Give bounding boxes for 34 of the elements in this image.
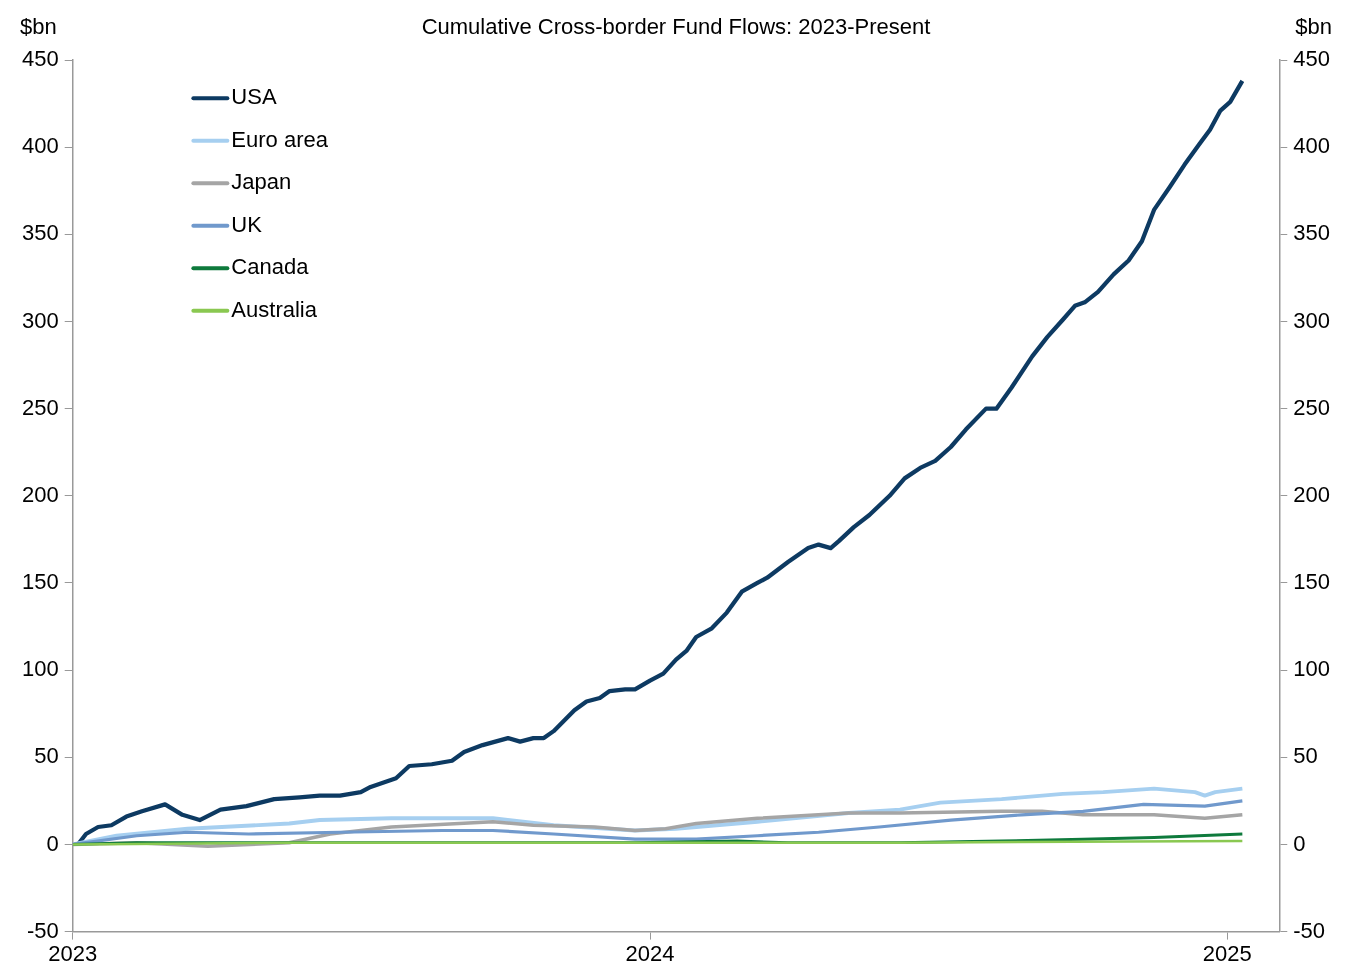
y-tick-label: 300 xyxy=(21,307,59,333)
legend-label: USA xyxy=(231,84,277,110)
y2-tick-label: 400 xyxy=(1293,133,1331,159)
chart-title: Cumulative Cross-border Fund Flows: 2023-Present xyxy=(421,14,931,40)
y2-tick-label: 300 xyxy=(1293,307,1331,333)
y2-axis-title: $bn xyxy=(1295,14,1332,40)
legend-label: Euro area xyxy=(231,126,329,152)
y2-tick-label: 450 xyxy=(1293,46,1331,72)
x-tick-label: 2023 xyxy=(48,940,98,966)
y-tick-label: 400 xyxy=(21,133,59,159)
y-tick-label: 100 xyxy=(21,656,59,682)
y2-tick-label: 100 xyxy=(1293,656,1331,682)
x-tick-label: 2024 xyxy=(625,940,675,966)
y2-tick-label: 0 xyxy=(1293,830,1306,856)
y-tick-label: 150 xyxy=(21,569,59,595)
y-tick-label: 200 xyxy=(21,481,59,507)
y2-tick-label: 350 xyxy=(1293,220,1331,246)
y2-tick-label: 250 xyxy=(1293,394,1331,420)
y2-tick-label: 50 xyxy=(1293,743,1318,769)
x-tick-label: 2025 xyxy=(1202,940,1252,966)
legend-label: UK xyxy=(231,211,263,237)
legend-label: Australia xyxy=(231,296,318,322)
y-tick-label: 250 xyxy=(21,394,59,420)
y-tick-label: 350 xyxy=(21,220,59,246)
y-tick-label: 0 xyxy=(46,830,59,856)
y2-tick-label: 200 xyxy=(1293,481,1331,507)
y-axis-title: $bn xyxy=(20,14,57,40)
y2-tick-label: -50 xyxy=(1293,917,1326,943)
y-tick-label: 450 xyxy=(21,46,59,72)
legend-label: Canada xyxy=(231,254,310,280)
legend-label: Japan xyxy=(231,169,292,195)
y-tick-label: 50 xyxy=(34,743,59,769)
y2-tick-label: 150 xyxy=(1293,569,1331,595)
y-tick-label: -50 xyxy=(26,917,59,943)
